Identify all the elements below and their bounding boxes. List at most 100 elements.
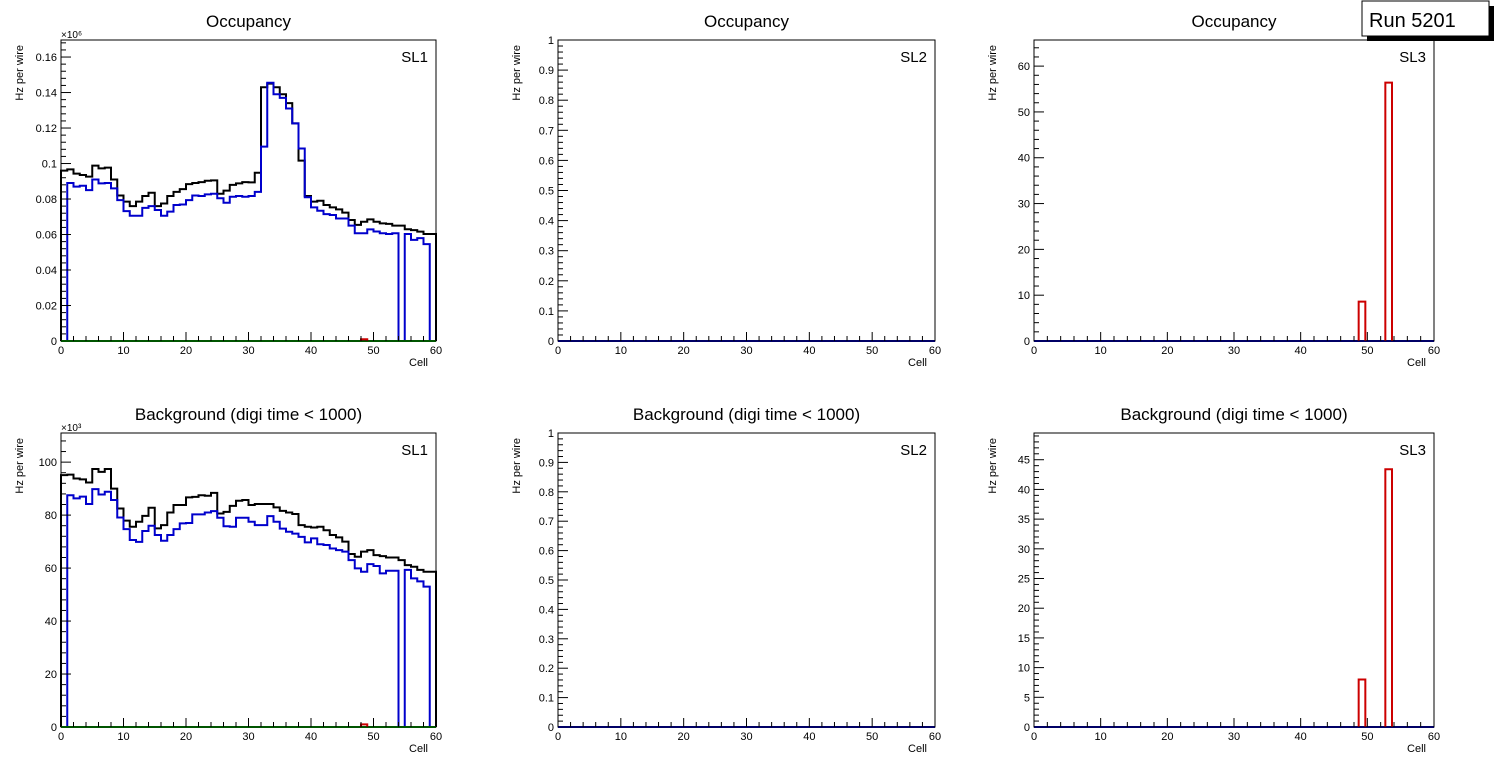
x-tick-label: 50 bbox=[1361, 345, 1373, 357]
panel-title: Occupancy bbox=[206, 12, 292, 31]
x-tick-label: 0 bbox=[58, 731, 64, 743]
superlayer-label: SL1 bbox=[401, 49, 428, 66]
histogram-series-blue bbox=[61, 488, 436, 728]
histogram-series-red bbox=[1357, 468, 1393, 727]
y-axis-exponent: ×10⁶ bbox=[61, 30, 82, 41]
x-tick-label: 20 bbox=[678, 345, 690, 357]
superlayer-label: SL3 bbox=[1399, 442, 1426, 459]
y-tick-label: 0.2 bbox=[539, 663, 554, 675]
y-tick-label: 0.12 bbox=[36, 123, 57, 135]
x-tick-label: 0 bbox=[555, 345, 561, 357]
y-axis-exponent: ×10³ bbox=[61, 423, 82, 434]
x-tick-label: 40 bbox=[803, 731, 815, 743]
histogram-panel-6: Background (digi time < 1000) SL3 Cell Hz p… bbox=[987, 405, 1440, 755]
y-tick-label: 30 bbox=[1018, 544, 1030, 556]
y-tick-label: 0 bbox=[548, 336, 554, 348]
y-tick-label: 0.9 bbox=[539, 457, 554, 469]
y-tick-label: 45 bbox=[1018, 455, 1030, 467]
panel-title: Occupancy bbox=[1191, 12, 1277, 31]
x-tick-label: 40 bbox=[305, 345, 317, 357]
x-tick-label: 60 bbox=[430, 345, 442, 357]
x-tick-label: 0 bbox=[1031, 345, 1037, 357]
x-tick-label: 50 bbox=[367, 731, 379, 743]
y-tick-label: 0 bbox=[548, 722, 554, 734]
y-tick-label: 0.8 bbox=[539, 487, 554, 499]
y-tick-label: 100 bbox=[39, 457, 57, 469]
y-tick-label: 0.6 bbox=[539, 546, 554, 558]
y-tick-label: 0 bbox=[51, 336, 57, 348]
y-axis-label: Hz per wire bbox=[511, 45, 523, 101]
y-tick-label: 0.3 bbox=[539, 634, 554, 646]
x-tick-label: 60 bbox=[929, 345, 941, 357]
histogram-panel-1: Occupancy SL1 Cell Hz per wire ×10⁶ 0 10 20 30 40… bbox=[14, 12, 442, 369]
x-tick-label: 60 bbox=[1428, 731, 1440, 743]
x-axis-label: Cell bbox=[409, 743, 428, 755]
x-axis-label: Cell bbox=[908, 357, 927, 369]
y-axis-label: Hz per wire bbox=[511, 438, 523, 494]
y-tick-label: 0.04 bbox=[36, 265, 57, 277]
x-tick-label: 10 bbox=[117, 345, 129, 357]
x-tick-label: 20 bbox=[678, 731, 690, 743]
x-tick-label: 0 bbox=[555, 731, 561, 743]
y-tick-label: 0.2 bbox=[539, 276, 554, 288]
y-tick-label: 0.3 bbox=[539, 246, 554, 258]
x-tick-label: 0 bbox=[1031, 731, 1037, 743]
histogram-panel-5: Background (digi time < 1000) SL2 Cell Hz p… bbox=[511, 405, 941, 755]
x-tick-label: 10 bbox=[117, 731, 129, 743]
y-tick-label: 60 bbox=[45, 563, 57, 575]
superlayer-label: SL2 bbox=[900, 442, 927, 459]
histogram-series-black bbox=[60, 82, 437, 341]
y-tick-label: 1 bbox=[548, 428, 554, 440]
y-tick-label: 60 bbox=[1018, 61, 1030, 73]
x-tick-label: 60 bbox=[1428, 345, 1440, 357]
x-tick-label: 50 bbox=[1361, 731, 1373, 743]
y-tick-label: 1 bbox=[548, 35, 554, 47]
x-tick-label: 30 bbox=[242, 731, 254, 743]
y-tick-label: 0.7 bbox=[539, 516, 554, 528]
x-tick-label: 20 bbox=[180, 731, 192, 743]
y-axis-label: Hz per wire bbox=[987, 45, 999, 101]
y-tick-label: 0.06 bbox=[36, 230, 57, 242]
y-tick-label: 0.1 bbox=[42, 159, 57, 171]
y-tick-label: 25 bbox=[1018, 574, 1030, 586]
y-tick-label: 5 bbox=[1024, 692, 1030, 704]
y-tick-label: 0 bbox=[1024, 722, 1030, 734]
y-axis-label: Hz per wire bbox=[14, 438, 26, 494]
x-tick-label: 40 bbox=[1295, 731, 1307, 743]
y-tick-label: 10 bbox=[1018, 290, 1030, 302]
y-tick-label: 20 bbox=[1018, 603, 1030, 615]
y-tick-label: 0.4 bbox=[539, 216, 554, 228]
superlayer-label: SL2 bbox=[900, 49, 927, 66]
y-tick-label: 0.9 bbox=[539, 65, 554, 77]
plot-frame bbox=[1033, 432, 1435, 728]
x-axis-label: Cell bbox=[409, 357, 428, 369]
x-tick-label: 40 bbox=[1295, 345, 1307, 357]
y-tick-label: 0.16 bbox=[36, 52, 57, 64]
y-tick-label: 30 bbox=[1018, 199, 1030, 211]
plot-frame bbox=[1033, 39, 1435, 342]
y-axis-label: Hz per wire bbox=[987, 438, 999, 494]
y-tick-label: 0 bbox=[51, 722, 57, 734]
y-tick-label: 0.14 bbox=[36, 88, 57, 100]
x-tick-label: 30 bbox=[1228, 345, 1240, 357]
x-tick-label: 10 bbox=[615, 731, 627, 743]
superlayer-label: SL3 bbox=[1399, 49, 1426, 66]
x-tick-label: 40 bbox=[305, 731, 317, 743]
panel-title: Background (digi time < 1000) bbox=[633, 405, 860, 424]
y-tick-label: 0.5 bbox=[539, 186, 554, 198]
x-tick-label: 40 bbox=[803, 345, 815, 357]
y-tick-label: 10 bbox=[1018, 663, 1030, 675]
x-tick-label: 30 bbox=[740, 731, 752, 743]
histogram-series-red bbox=[1357, 81, 1393, 341]
y-tick-label: 20 bbox=[1018, 244, 1030, 256]
x-tick-label: 10 bbox=[1095, 731, 1107, 743]
y-tick-label: 0.6 bbox=[539, 155, 554, 167]
x-axis-label: Cell bbox=[1407, 357, 1426, 369]
x-tick-label: 20 bbox=[180, 345, 192, 357]
y-tick-label: 0 bbox=[1024, 336, 1030, 348]
x-tick-label: 10 bbox=[615, 345, 627, 357]
y-tick-label: 20 bbox=[45, 669, 57, 681]
y-tick-label: 0.1 bbox=[539, 693, 554, 705]
y-tick-label: 0.4 bbox=[539, 604, 554, 616]
histogram-series-black bbox=[60, 468, 437, 727]
